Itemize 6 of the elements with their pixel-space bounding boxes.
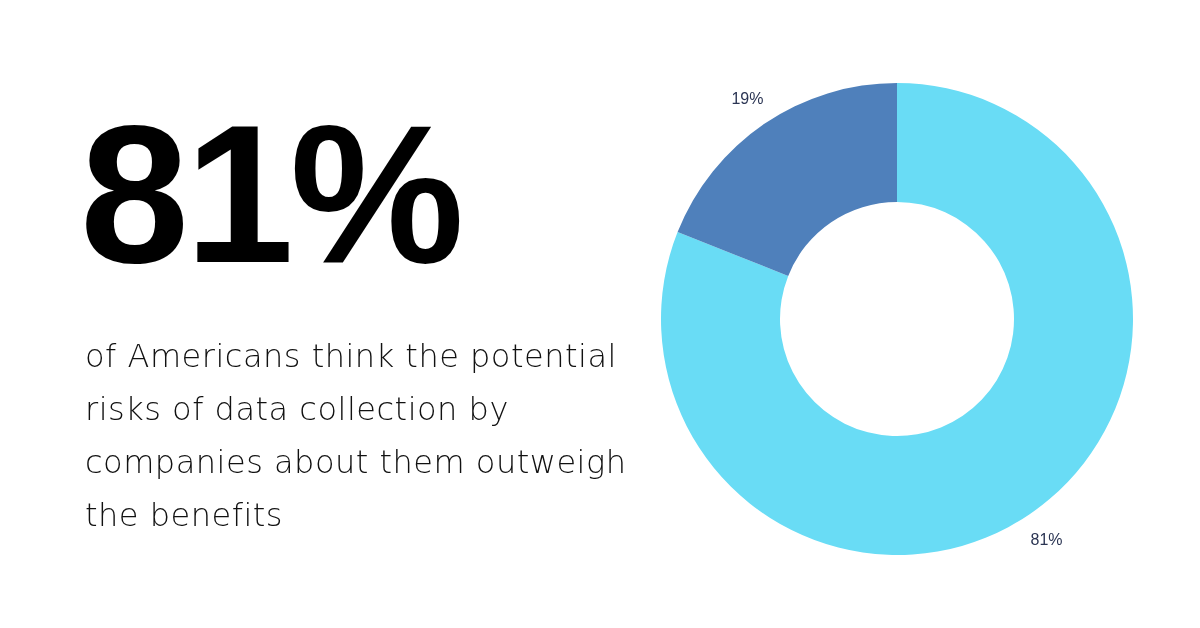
text: of Americans think the potential risks of data collection by companies about them outweigh the benefits: [85, 336, 628, 536]
chart-title: 81%: [80, 85, 461, 304]
data-label: 81%: [1030, 530, 1063, 548]
donut-slice: [661, 83, 1133, 555]
data-label: 19%: [731, 90, 764, 108]
donut-slice: [677, 83, 897, 276]
